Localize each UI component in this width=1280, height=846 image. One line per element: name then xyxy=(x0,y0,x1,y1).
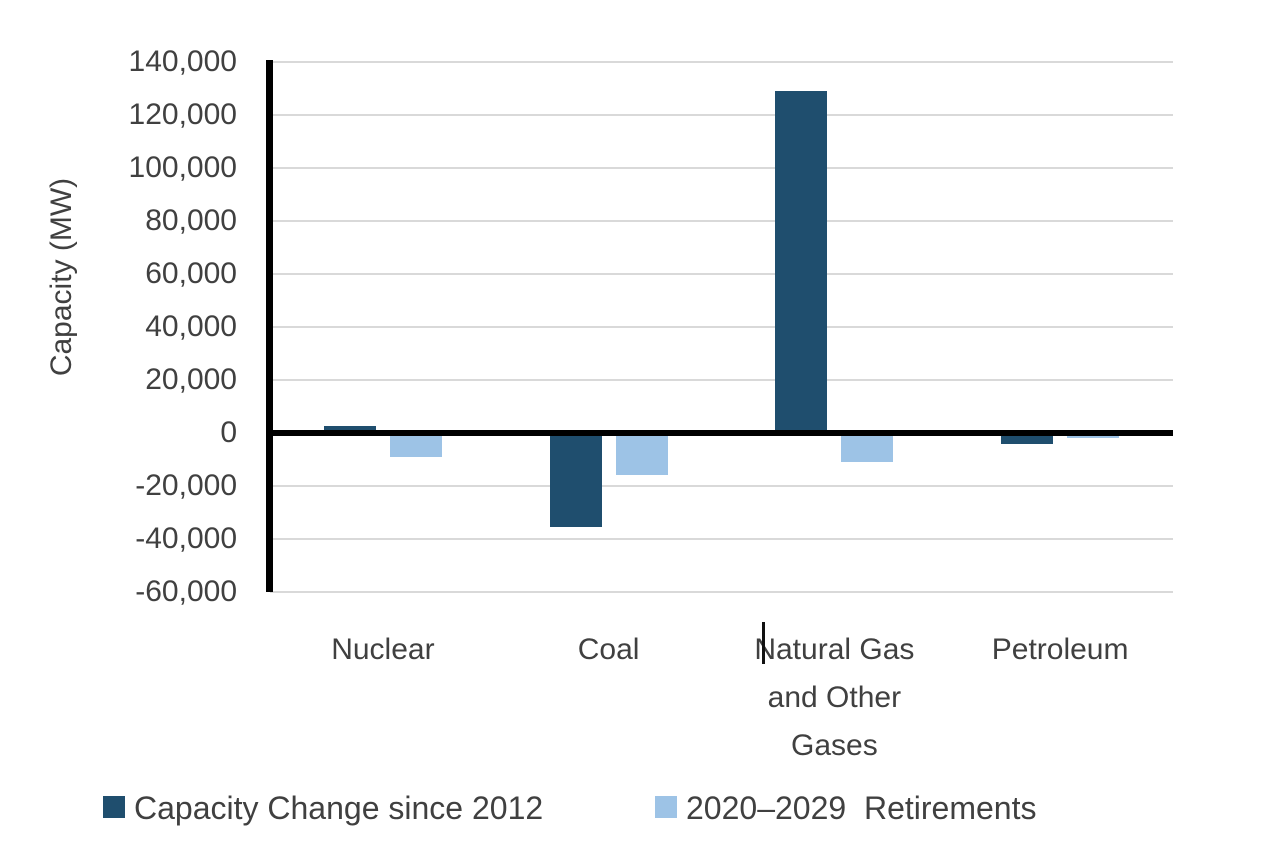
gridline xyxy=(270,379,1173,381)
y-tick-label: -20,000 xyxy=(135,469,237,502)
y-axis-line xyxy=(266,60,273,592)
gridline xyxy=(270,167,1173,169)
bar-natural-gas-and-other-gases-series-1 xyxy=(841,433,894,463)
legend-swatch-retirements xyxy=(655,796,677,818)
legend-item-capacity-change: Capacity Change since 2012 xyxy=(103,791,543,825)
bar-petroleum-series-0 xyxy=(1001,433,1054,444)
x-axis-label-nuclear: Nuclear xyxy=(331,633,435,666)
legend-swatch-capacity-change xyxy=(103,796,125,818)
y-tick-label: 40,000 xyxy=(145,310,237,343)
gridline xyxy=(270,114,1173,116)
bar-coal-series-1 xyxy=(615,433,668,476)
y-tick-label: -40,000 xyxy=(135,522,237,555)
y-tick-label: 20,000 xyxy=(145,363,237,396)
gridline xyxy=(270,538,1173,540)
legend-label-retirements: 2020–2029 Retirements xyxy=(686,790,1037,826)
bar-nuclear-series-1 xyxy=(389,433,442,457)
x-axis-label-coal: Coal xyxy=(577,633,640,666)
legend-label-capacity-change: Capacity Change since 2012 xyxy=(134,790,544,826)
bar-nuclear-series-0 xyxy=(323,426,376,433)
gridline xyxy=(270,61,1173,63)
y-tick-label: 100,000 xyxy=(128,151,237,184)
y-tick-label: 120,000 xyxy=(128,98,237,131)
x-axis-label-natural-gas-and-other-gases: Natural Gas and Other Gases xyxy=(754,633,915,762)
y-tick-label: 0 xyxy=(220,416,237,449)
y-tick-label: 80,000 xyxy=(145,204,237,237)
y-tick-label: 60,000 xyxy=(145,257,237,290)
text-caret xyxy=(762,622,765,664)
x-axis-label-petroleum: Petroleum xyxy=(991,633,1129,666)
gridline xyxy=(270,591,1173,593)
gridline xyxy=(270,273,1173,275)
x-axis-zero-line xyxy=(266,430,1173,436)
bar-natural-gas-and-other-gases-series-0 xyxy=(775,91,828,433)
legend-item-retirements: 2020–2029 Retirements xyxy=(655,791,1036,825)
bar-coal-series-0 xyxy=(549,433,602,528)
y-tick-label: -60,000 xyxy=(135,575,237,608)
gridline xyxy=(270,326,1173,328)
gridline xyxy=(270,485,1173,487)
y-tick-label: 140,000 xyxy=(128,45,237,78)
gridline xyxy=(270,220,1173,222)
